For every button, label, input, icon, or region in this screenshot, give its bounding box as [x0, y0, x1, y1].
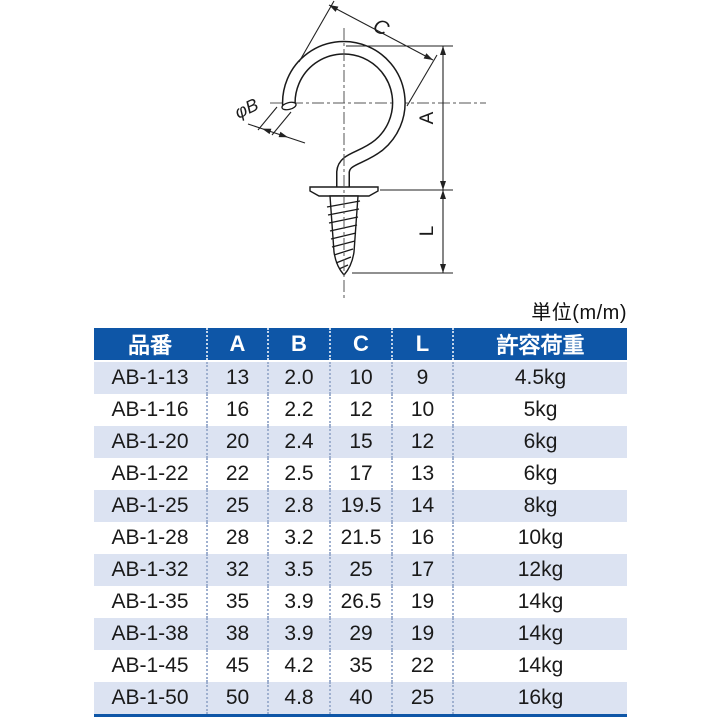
cell-dim-l: 14 — [391, 490, 453, 522]
cell-dim-b: 3.2 — [267, 522, 330, 554]
cell-part-number: AB-1-35 — [111, 590, 189, 613]
cell-dim-a: 13 — [206, 361, 268, 394]
cell-part-number: AB-1-32 — [111, 558, 189, 581]
cell-dim-a: 20 — [206, 426, 268, 458]
table-row: AB-1-38 38 3.9 29 19 14kg — [94, 618, 627, 650]
cell-dim-l: 25 — [391, 682, 453, 716]
cell-dim-b: 3.9 — [267, 618, 330, 650]
dim-b — [247, 106, 306, 144]
cell-part-number: AB-1-16 — [111, 398, 189, 421]
cell-part-number: AB-1-25 — [111, 494, 189, 517]
header-load: 許容荷重 — [452, 328, 627, 362]
cell-dim-l: 19 — [391, 586, 453, 618]
table-row: AB-1-22 22 2.5 17 13 6kg — [94, 458, 627, 490]
spec-table: 品番 A B C L 許容荷重 AB-1-13 13 2.0 10 9 4.5kg AB-1… — [94, 328, 627, 717]
cell-dim-c: 19.5 — [329, 490, 392, 522]
dim-a — [346, 45, 453, 191]
cell-dim-l: 16 — [391, 522, 453, 554]
cell-dim-a: 50 — [206, 682, 268, 716]
header-part-number: 品番 — [94, 328, 207, 362]
dim-l — [352, 190, 453, 274]
cell-part-number: AB-1-13 — [111, 366, 189, 389]
cell-dim-l: 13 — [391, 458, 453, 490]
cell-dim-c: 12 — [329, 394, 392, 426]
cell-load: 8kg — [452, 490, 627, 522]
cell-load: 6kg — [452, 458, 627, 490]
cell-dim-c: 26.5 — [329, 586, 392, 618]
cell-part-number: AB-1-38 — [111, 622, 189, 645]
cell-dim-b: 3.9 — [267, 586, 330, 618]
cell-dim-a: 16 — [206, 394, 268, 426]
cell-load: 4.5kg — [452, 361, 627, 394]
cell-part-number: AB-1-45 — [111, 654, 189, 677]
table-row: AB-1-35 35 3.9 26.5 19 14kg — [94, 586, 627, 618]
table-row: AB-1-25 25 2.8 19.5 14 8kg — [94, 490, 627, 522]
table-row: AB-1-45 45 4.2 35 22 14kg — [94, 650, 627, 682]
cell-part-number: AB-1-50 — [111, 686, 189, 709]
cell-load: 10kg — [452, 522, 627, 554]
cell-dim-a: 25 — [206, 490, 268, 522]
unit-label: 単位(m/m) — [531, 302, 627, 324]
cell-dim-c: 15 — [329, 426, 392, 458]
cell-dim-c: 21.5 — [329, 522, 392, 554]
cell-dim-c: 35 — [329, 650, 392, 682]
cell-dim-b: 2.2 — [267, 394, 330, 426]
cell-dim-b: 4.8 — [267, 682, 330, 716]
dim-l-label: L — [417, 226, 438, 237]
table-row: AB-1-20 20 2.4 15 12 6kg — [94, 426, 627, 458]
table-row: AB-1-50 50 4.8 40 25 16kg — [94, 682, 627, 716]
cell-load: 14kg — [452, 586, 627, 618]
header-dim-a: A — [206, 328, 268, 362]
dim-b-label: φB — [231, 94, 261, 122]
spec-table-header: 品番 A B C L 許容荷重 — [94, 328, 627, 362]
cell-dim-l: 22 — [391, 650, 453, 682]
cell-dim-l: 19 — [391, 618, 453, 650]
cell-load: 14kg — [452, 650, 627, 682]
cell-load: 16kg — [452, 682, 627, 716]
table-row: AB-1-16 16 2.2 12 10 5kg — [94, 394, 627, 426]
cell-dim-b: 2.0 — [267, 361, 330, 394]
cell-load: 5kg — [452, 394, 627, 426]
cell-dim-b: 2.8 — [267, 490, 330, 522]
cell-part-number: AB-1-28 — [111, 526, 189, 549]
wire-tip-face — [281, 101, 297, 111]
cell-dim-b: 3.5 — [267, 554, 330, 586]
spec-table-body: AB-1-13 13 2.0 10 9 4.5kg AB-1-16 16 2.2 12 10 5kg A… — [94, 361, 627, 716]
dim-a-label: A — [417, 111, 438, 124]
cell-dim-c: 25 — [329, 554, 392, 586]
table-row: AB-1-28 28 3.2 21.5 16 10kg — [94, 522, 627, 554]
cell-dim-l: 9 — [391, 361, 453, 394]
cell-dim-c: 40 — [329, 682, 392, 716]
cell-dim-l: 12 — [391, 426, 453, 458]
header-dim-c: C — [329, 328, 392, 362]
cell-dim-a: 32 — [206, 554, 268, 586]
header-dim-b: B — [267, 328, 330, 362]
hook-diagram: C A L φB — [231, 0, 486, 298]
cell-dim-a: 35 — [206, 586, 268, 618]
cell-dim-l: 17 — [391, 554, 453, 586]
hook-wire — [281, 40, 406, 188]
cell-load: 6kg — [452, 426, 627, 458]
table-row: AB-1-13 13 2.0 10 9 4.5kg — [94, 361, 627, 394]
table-row: AB-1-32 32 3.5 25 17 12kg — [94, 554, 627, 586]
cell-dim-l: 10 — [391, 394, 453, 426]
cell-dim-a: 28 — [206, 522, 268, 554]
cell-dim-b: 2.4 — [267, 426, 330, 458]
cell-part-number: AB-1-22 — [111, 462, 189, 485]
dim-c — [298, 0, 438, 107]
cell-dim-c: 17 — [329, 458, 392, 490]
cell-load: 14kg — [452, 618, 627, 650]
cell-part-number: AB-1-20 — [111, 430, 189, 453]
cell-load: 12kg — [452, 554, 627, 586]
cell-dim-a: 45 — [206, 650, 268, 682]
cell-dim-b: 2.5 — [267, 458, 330, 490]
header-row: 品番 A B C L 許容荷重 — [94, 328, 627, 362]
cell-dim-c: 29 — [329, 618, 392, 650]
header-dim-l: L — [391, 328, 453, 362]
cell-dim-c: 10 — [329, 361, 392, 394]
cell-dim-a: 22 — [206, 458, 268, 490]
cell-dim-b: 4.2 — [267, 650, 330, 682]
cell-dim-a: 38 — [206, 618, 268, 650]
